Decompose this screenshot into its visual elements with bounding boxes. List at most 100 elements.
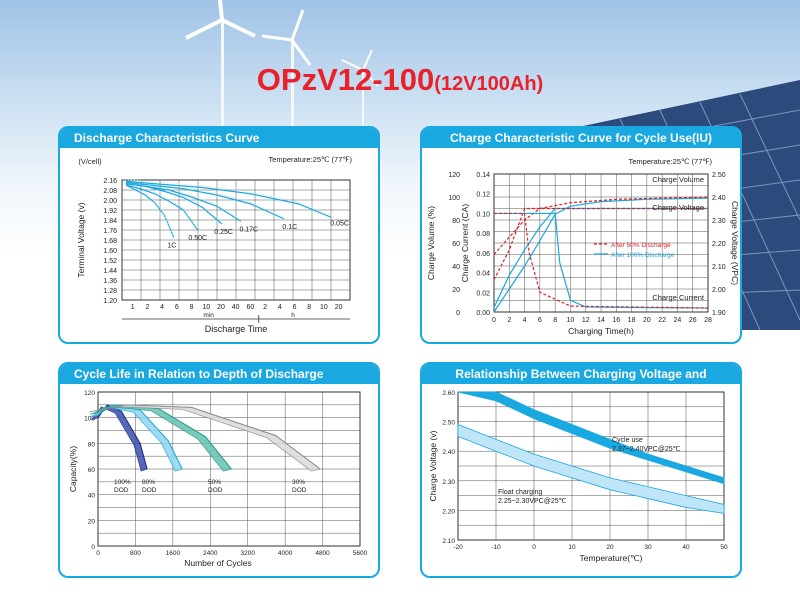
tempvolt-cycle-label: Cycle use — [612, 437, 643, 444]
tempvolt-ytick: 2.40 — [442, 449, 455, 456]
charge-ylabel-volume: Charge Volume (%) — [426, 206, 436, 280]
charge-legend-50: After 50% Discharge — [611, 242, 671, 249]
discharge-xtick: 8 — [307, 304, 311, 311]
discharge-series-0.17C — [125, 183, 242, 222]
discharge-xtick: 4 — [160, 304, 164, 311]
tempvolt-ytick: 2.20 — [442, 508, 455, 515]
discharge-ytick: 1.76 — [103, 228, 117, 235]
charge-xtick: 22 — [658, 317, 666, 324]
discharge-xtick: 2 — [145, 304, 149, 311]
charge-label-current: Charge Current — [652, 293, 705, 302]
tempvolt-series-band — [457, 391, 725, 485]
cycle-ytick: 120 — [84, 390, 95, 397]
tempvolt-series-band — [457, 423, 725, 514]
discharge-series-shadow — [124, 182, 198, 229]
charge-label-volume: Charge Volume — [652, 175, 704, 184]
cycle-chart: 120 100 80 60 40 20 00 800 1600 2400 3200 4000 4800 5… — [68, 390, 368, 568]
charge-ytick-volume: 120 — [448, 172, 460, 179]
discharge-ytick: 1.28 — [103, 288, 117, 295]
charge-ytick-voltage: 2.00 — [712, 287, 726, 294]
discharge-xtick: 20 — [217, 304, 225, 311]
tempvolt-cycle-label: 2.37~2.40VPC@25℃ — [612, 446, 681, 453]
discharge-series-label: 1C — [167, 243, 176, 250]
discharge-panel-title: Discharge Characteristics Curve — [60, 128, 378, 148]
charge-annotation: Temperature:25℃ (77℉) — [628, 157, 712, 166]
charge-xtick: 10 — [567, 317, 575, 324]
charge-xtick: 4 — [523, 317, 527, 324]
discharge-xtick: 10 — [202, 304, 210, 311]
charge-series-line — [493, 207, 708, 308]
discharge-ytick: 1.52 — [103, 258, 117, 265]
cycle-dod-label: 80% — [142, 479, 155, 486]
discharge-series-label: 0.17C — [239, 226, 258, 233]
charge-ytick-voltage: 2.50 — [712, 172, 726, 179]
charge-xtick: 8 — [553, 317, 557, 324]
charge-ytick-volume: 80 — [452, 218, 460, 225]
tempvolt-xtick: 0 — [532, 544, 536, 551]
charge-label-voltage: Charge Voltage — [652, 203, 704, 212]
discharge-ytick: 1.92 — [103, 208, 117, 215]
charge-xtick: 12 — [582, 317, 590, 324]
discharge-panel: Discharge Characteristics Curve (V/cell)… — [58, 126, 380, 344]
charge-ytick-current: 0.12 — [476, 192, 490, 199]
tempvolt-panel-title: Relationship Between Charging Voltage an… — [422, 364, 740, 401]
charge-chart: Temperature:25℃ (77℉)1201008060402000.14… — [426, 157, 740, 336]
cycle-xtick: 800 — [130, 550, 141, 557]
charge-xtick: 0 — [492, 317, 496, 324]
charge-ylabel-voltage: Charge Voltage (VPC) — [730, 201, 740, 285]
charge-ylabel-current: Charge Current (CA) — [460, 204, 470, 283]
charge-xtick: 6 — [538, 317, 542, 324]
tempvolt-xtick: 20 — [606, 544, 614, 551]
cycle-xlabel: Number of Cycles — [184, 558, 252, 568]
tempvolt-ytick: 2.30 — [442, 479, 455, 486]
cycle-ytick: 80 — [88, 441, 96, 448]
discharge-xtick: 8 — [190, 304, 194, 311]
cycle-ylabel: Capacity(%) — [68, 446, 78, 492]
cycle-ytick: 0 — [91, 544, 95, 551]
charge-ytick-volume: 60 — [452, 241, 460, 248]
charge-xlabel: Charging Time(h) — [568, 326, 634, 336]
discharge-series-label: 0.05C — [330, 221, 349, 228]
discharge-series-label: 0.50C — [188, 235, 207, 242]
discharge-series-label: 0.1C — [282, 224, 297, 231]
cycle-series-line — [97, 404, 321, 470]
charge-ytick-current: 0.02 — [476, 290, 490, 297]
charge-ytick-current: 0.06 — [476, 251, 490, 258]
discharge-xtick: 60 — [246, 304, 254, 311]
discharge-xunit-h: h — [291, 312, 295, 319]
tempvolt-xtick: 40 — [682, 544, 690, 551]
discharge-xlabel: Discharge Time — [205, 324, 268, 334]
cycle-ytick: 100 — [84, 416, 95, 423]
cycle-dod-label: DOD — [114, 487, 129, 494]
tempvolt-xtick: 10 — [568, 544, 576, 551]
cycle-dod-label: 50% — [208, 479, 221, 486]
charge-panel: Charge Characteristic Curve for Cycle Us… — [420, 126, 742, 344]
discharge-series-shadow — [124, 178, 331, 216]
charge-ytick-current: 0.08 — [476, 231, 490, 238]
discharge-ylabel: Terminal Voltage (v) — [76, 202, 86, 277]
discharge-series-shadow — [124, 180, 284, 218]
discharge-yunit: (V/cell) — [78, 157, 102, 166]
charge-xtick: 16 — [612, 317, 620, 324]
cycle-ytick: 40 — [88, 493, 96, 500]
cycle-ytick: 20 — [88, 518, 96, 525]
discharge-ytick: 2.00 — [103, 198, 117, 205]
charge-xtick: 20 — [643, 317, 651, 324]
tempvolt-xlabel: Temperature(℃) — [580, 553, 643, 563]
charge-series-line — [494, 212, 709, 309]
charge-series-line — [493, 207, 708, 281]
discharge-ytick: 2.16 — [103, 178, 117, 185]
charge-ytick-voltage: 2.30 — [712, 218, 726, 225]
charge-ytick-voltage: 2.20 — [712, 241, 726, 248]
discharge-annotation: Temperature:25℃ (77℉) — [268, 155, 352, 164]
charge-ytick-voltage: 2.10 — [712, 264, 726, 271]
cycle-ytick: 60 — [88, 467, 96, 474]
cycle-dod-label: DOD — [292, 487, 307, 494]
cycle-panel: Cycle Life in Relation to Depth of Disch… — [58, 362, 380, 578]
charge-ytick-volume: 40 — [452, 264, 460, 271]
wind-turbine-icon — [185, 0, 379, 140]
charge-ytick-volume: 20 — [452, 287, 460, 294]
charge-ytick-current: 0.10 — [476, 211, 490, 218]
cycle-xtick: 3200 — [240, 550, 255, 557]
charge-xtick: 28 — [704, 317, 712, 324]
